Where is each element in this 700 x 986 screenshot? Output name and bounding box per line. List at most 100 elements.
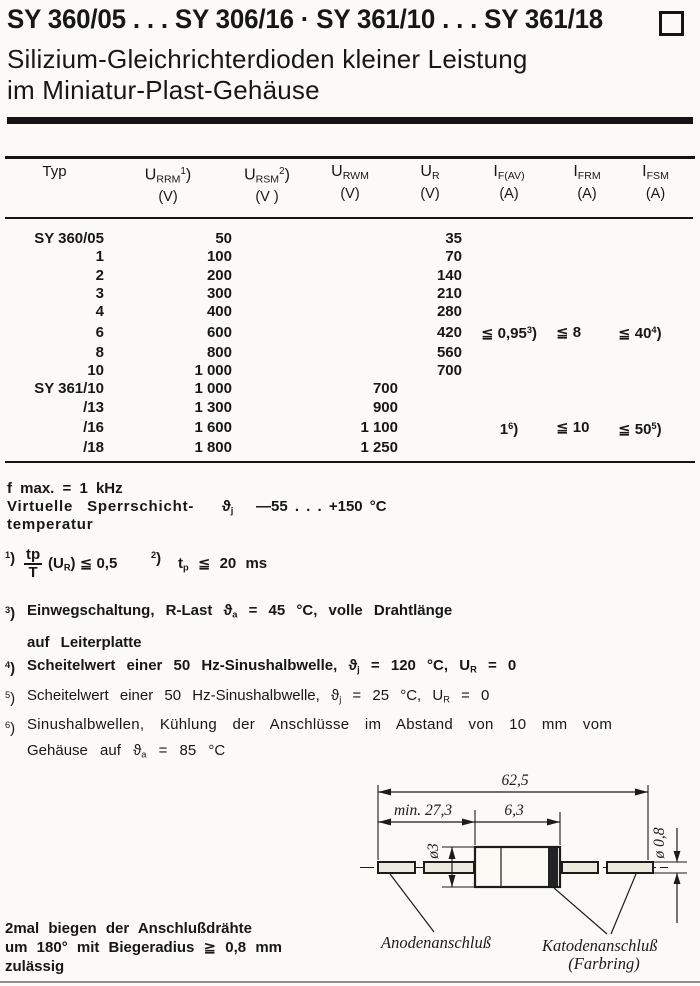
- cell-ifsm: [618, 439, 693, 457]
- cell-ur: [398, 380, 462, 398]
- dim-wire-arrow-up: [673, 873, 681, 884]
- cell-ursm: [232, 439, 302, 457]
- cell-urrm: 100: [206, 248, 232, 266]
- col-header-unit: (A): [577, 185, 597, 202]
- col-header-ifav: IF(AV) (A): [462, 162, 556, 219]
- cell-ursm: [232, 362, 302, 380]
- cell-typ: 1: [95, 248, 104, 266]
- junction-temp-range: —55 . . . +150 °C: [256, 498, 387, 515]
- table-bottom-rule: [5, 461, 695, 463]
- col-header-unit: (A): [499, 185, 519, 202]
- cathode-color-ring: [548, 848, 558, 886]
- anode-label: Anodenanschluß: [380, 933, 491, 952]
- bend-note-line-2: um 180° mit Biegeradius ≧ 0,8 mm: [5, 939, 282, 956]
- footnote-1-marker: 1): [5, 550, 16, 568]
- dim-lead-label: min. 27,3: [394, 802, 452, 819]
- cell-urwm: 700: [372, 380, 398, 398]
- cell-ifav: [462, 380, 556, 398]
- footnote-6-marker: 6): [5, 720, 16, 738]
- table-row: 8 800 560: [5, 344, 693, 362]
- footnote-3-line-1: Einwegschaltung, R-Last ϑa = 45 °C, voll…: [27, 602, 453, 620]
- cell-ifav: ≦ 0,953): [480, 325, 538, 343]
- table-row: 2 200 140: [5, 267, 693, 285]
- cell-ursm: [232, 399, 302, 417]
- cell-ur: [398, 417, 462, 439]
- cell-ifrm: [556, 248, 618, 266]
- cell-urwm: [302, 267, 398, 285]
- table-row: 10 1 000 700: [5, 362, 693, 380]
- table-header: Typ URRM1) (V) URSM2) (V ) URWM (V) UR (V) I…: [5, 162, 693, 219]
- dim-total-arrow-right: [635, 788, 648, 796]
- cell-ur: 140: [436, 266, 462, 284]
- cell-typ: SY 361/10: [34, 380, 104, 398]
- cathode-lead-inner: [561, 861, 599, 874]
- table-row: /13 1 300 900: [5, 399, 693, 417]
- cell-typ: /16: [83, 419, 104, 437]
- table-row: SY 361/10 1 000 700: [5, 380, 693, 398]
- cell-urwm: [302, 344, 398, 362]
- col-header-symbol: UR: [420, 163, 440, 182]
- cell-ur: 560: [436, 343, 462, 361]
- table-row: SY 360/05 50 35: [5, 218, 693, 248]
- col-header-unit: (A): [645, 185, 666, 202]
- footnote-4-marker: 4): [5, 660, 16, 678]
- footnote-6-line-1: Sinushalbwellen, Kühlung der Anschlüsse …: [27, 716, 613, 733]
- cell-typ: 4: [95, 303, 104, 321]
- cell-typ: 8: [95, 343, 104, 361]
- cell-urwm: [302, 321, 398, 343]
- cell-ifrm: ≦ 8: [556, 323, 582, 341]
- col-header-unit: (V ): [255, 189, 279, 206]
- col-header-unit: (V): [158, 189, 178, 206]
- col-header-symbol: IFSM: [642, 163, 669, 182]
- cell-urrm: 200: [206, 266, 232, 284]
- footnote-2-marker: 2): [151, 550, 162, 568]
- col-header-ifsm: IFSM (A): [618, 162, 693, 219]
- cell-urwm: 1 100: [360, 419, 398, 437]
- cell-ursm: [232, 218, 302, 248]
- cell-ifav: [462, 362, 556, 380]
- table-top-rule: [5, 156, 695, 159]
- cell-ur: 420: [436, 323, 462, 341]
- cell-ifrm: [556, 267, 618, 285]
- dim-wire-label: ø 0,8: [651, 827, 668, 859]
- cell-urwm: [302, 218, 398, 248]
- package-outline-drawing: 62,5 min. 27,3 6,3 ø3 ø 0,8 Anodenanschl…: [360, 772, 687, 973]
- cell-urrm: 600: [206, 323, 232, 341]
- title-divider-rule: [7, 117, 693, 124]
- cell-urwm: [302, 303, 398, 321]
- cell-ifsm: ≦ 404): [618, 325, 662, 343]
- table-row: 1 100 70: [5, 248, 693, 266]
- footnote-6-line-2: Gehäuse auf ϑa = 85 °C: [27, 742, 226, 760]
- cell-ifrm: [556, 439, 618, 457]
- cell-ur: [398, 439, 462, 457]
- dim-lead-arrow-left: [378, 818, 391, 826]
- footnote-2-condition: tp ≦ 20 ms: [178, 555, 268, 573]
- col-header-typ: Typ: [5, 162, 104, 219]
- cell-ur: 700: [436, 362, 462, 380]
- cathode-leader-line-1: [553, 887, 608, 935]
- cell-ifsm: [618, 380, 693, 398]
- cell-ifav: [462, 248, 556, 266]
- col-header-ur: UR (V): [398, 162, 462, 219]
- cell-ifsm: [618, 362, 693, 380]
- cell-urrm: 800: [206, 343, 232, 361]
- bend-note: 2mal biegen der Anschlußdrähte um 180° m…: [5, 919, 282, 976]
- footnote-3: 3) Einwegschaltung, R-Last ϑa = 45 °C, v…: [5, 597, 452, 656]
- cell-ifsm: [618, 267, 693, 285]
- dim-dia-arrow-top: [448, 847, 456, 859]
- col-header-ursm: URSM2) (V ): [232, 162, 302, 219]
- cell-urrm: 300: [206, 284, 232, 302]
- bend-note-line-3: zulässig: [5, 958, 65, 975]
- cell-ursm: [232, 380, 302, 398]
- anode-lead-inner: [423, 861, 475, 874]
- footnote-1-condition: (UR) ≦ 0,5: [48, 555, 118, 573]
- cell-ur: [398, 399, 462, 417]
- cell-ur: 280: [436, 303, 462, 321]
- col-header-urwm: URWM (V): [302, 162, 398, 219]
- cell-typ: 3: [95, 284, 104, 302]
- fraction-numerator: tp: [24, 546, 43, 565]
- cell-ifrm: [556, 380, 618, 398]
- dim-wire-arrow-down: [673, 851, 681, 862]
- junction-temp-symbol: ϑj: [222, 498, 234, 516]
- cell-typ: /18: [83, 439, 104, 457]
